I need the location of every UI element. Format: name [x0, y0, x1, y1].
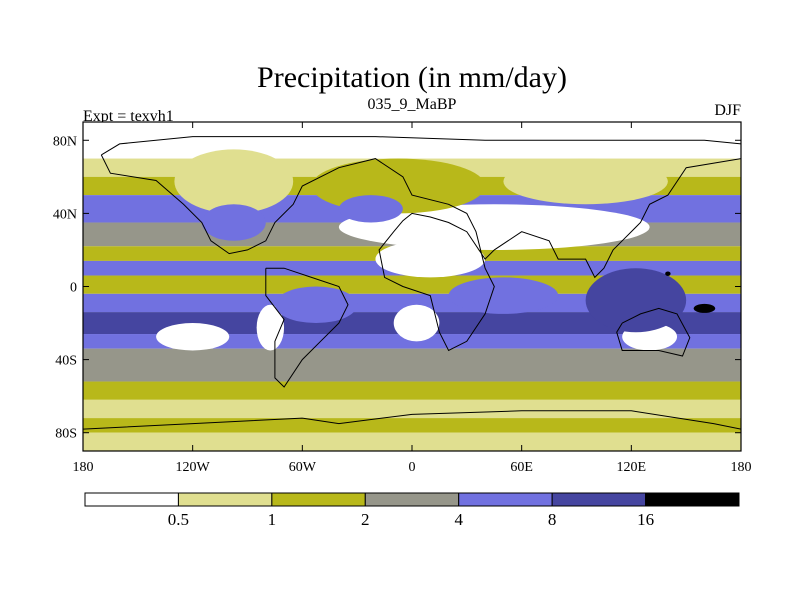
y-tick-label: 40N — [53, 207, 77, 222]
subtitle-left: Expt = texvh1 — [83, 108, 174, 125]
y-tick-label: 40S — [55, 354, 77, 369]
colorbar-swatch — [458, 492, 553, 507]
colorbar-label: 16 — [637, 510, 654, 529]
colorbar-label: 2 — [361, 510, 370, 529]
coastline-outline — [265, 267, 349, 388]
coastline-outline — [616, 307, 691, 357]
colorbar-swatch — [551, 492, 647, 507]
precip-patch — [448, 277, 559, 314]
precip-band — [83, 293, 741, 313]
coastline-outline — [83, 410, 741, 451]
x-tick-label: 120E — [617, 460, 647, 475]
colorbar-swatch — [177, 492, 273, 507]
colorbar-swatch — [364, 492, 460, 507]
precip-max-spot — [693, 303, 716, 313]
precip-patch — [393, 304, 440, 342]
y-tick-label: 80N — [53, 134, 77, 149]
colorbar-label: 1 — [268, 510, 277, 529]
x-tick-label: 0 — [409, 460, 416, 475]
precip-band — [83, 399, 741, 419]
colorbar-label: 4 — [454, 510, 463, 529]
colorbar-swatch — [271, 492, 366, 507]
subtitle-center: 035_9_MaBP — [368, 96, 457, 113]
coastline-outline — [100, 136, 741, 352]
precip-band — [83, 418, 741, 433]
colorbar-swatch — [84, 492, 179, 507]
precip-band — [83, 334, 741, 349]
colorbar-label: 8 — [548, 510, 557, 529]
precip-patch — [338, 195, 403, 223]
precip-patch — [274, 286, 358, 324]
y-tick-label: 0 — [70, 281, 77, 296]
precip-max-spot — [665, 271, 671, 276]
x-tick-label: 120W — [176, 460, 211, 475]
chart-title: Precipitation (in mm/day) — [257, 61, 567, 94]
precip-band — [83, 348, 741, 382]
precip-patch — [201, 204, 266, 241]
precip-patch — [338, 204, 650, 250]
coastlines — [83, 136, 741, 451]
precipitation-field — [83, 122, 741, 451]
precip-band — [83, 381, 741, 400]
colorbar: 0.5 1 2 4 8 16 — [84, 492, 740, 529]
y-tick-label: 80S — [55, 427, 77, 442]
precip-patch — [585, 268, 687, 333]
x-tick-label: 60E — [510, 460, 533, 475]
x-tick-label: 180 — [73, 460, 94, 475]
colorbar-swatch — [645, 492, 740, 507]
precip-patch — [256, 304, 285, 351]
precip-patch — [174, 149, 294, 214]
precip-band — [83, 432, 741, 451]
y-axis: 80N 40N 0 40S 80S — [53, 134, 741, 442]
precip-patch — [503, 158, 668, 205]
x-tick-label: 180 — [731, 460, 752, 475]
x-tick-label: 60W — [289, 460, 317, 475]
precip-patch — [375, 240, 486, 278]
x-axis: 180 120W 60W 0 60E 120E 180 — [73, 122, 752, 475]
precip-patch — [156, 323, 230, 351]
colorbar-label: 0.5 — [168, 510, 189, 529]
precip-band — [83, 275, 741, 294]
subtitle-right: DJF — [714, 102, 741, 119]
